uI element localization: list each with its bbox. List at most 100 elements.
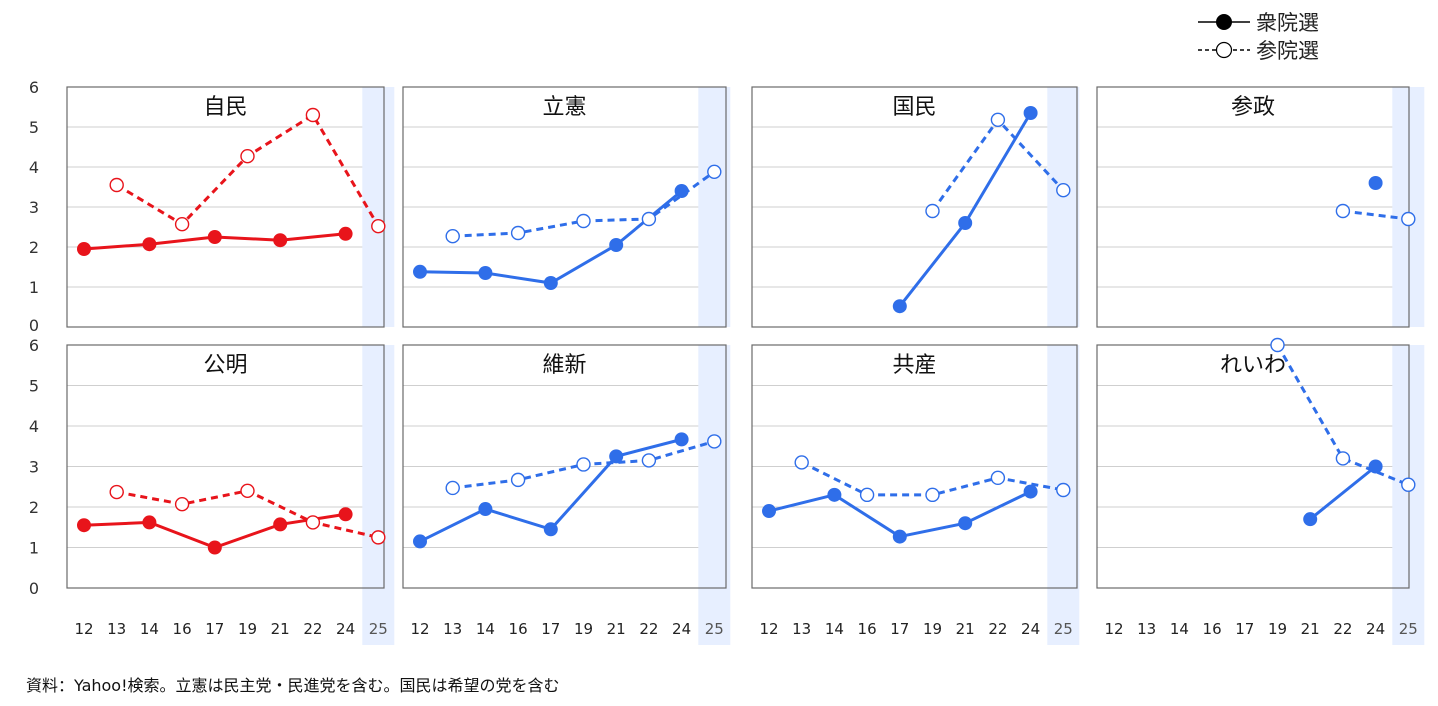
marker-shugiin: [1368, 176, 1383, 190]
series-line-shugiin: [898, 112, 1032, 308]
y-tick-label: 5: [29, 377, 39, 396]
marker-sangiin: [859, 487, 875, 503]
panel-frame: [1096, 344, 1410, 589]
panel: 共産: [751, 344, 1080, 645]
panel-frame: [66, 344, 385, 589]
marker-sangiin: [109, 484, 124, 500]
panel-frame: [751, 86, 1078, 328]
marker-sangiin: [925, 487, 940, 503]
series-line-sangiin: [1342, 209, 1409, 221]
marker-sangiin: [510, 225, 526, 241]
marker-sangiin: [1335, 451, 1351, 466]
marker-sangiin: [371, 218, 386, 234]
x-tick-label: 22: [639, 620, 658, 638]
y-tick-label: 0: [29, 316, 39, 335]
x-tick-label: 13: [107, 620, 126, 638]
marker-sangiin: [510, 472, 526, 488]
marker-shugiin: [609, 449, 624, 464]
x-tick-label: 12: [410, 620, 429, 638]
y-tick-label: 3: [29, 198, 39, 217]
panel-title: 参政: [1231, 95, 1275, 120]
marker-shugiin: [543, 522, 558, 537]
x-tick-label: 21: [1301, 620, 1320, 638]
x-tick-label: 16: [1203, 620, 1222, 638]
x-tick-label: 25: [369, 620, 388, 638]
y-tick-label: 6: [29, 336, 39, 355]
highlight-band: [698, 87, 731, 327]
marker-sangiin: [990, 112, 1006, 128]
y-tick-label: 3: [29, 458, 39, 477]
marker-sangiin: [641, 453, 657, 468]
series-line-shugiin: [1309, 465, 1377, 521]
panel-frame: [751, 344, 1078, 589]
panel-frame: [402, 86, 727, 328]
legend-label-shugiin: 衆院選: [1256, 11, 1319, 35]
highlight-band: [698, 345, 731, 645]
x-tick-label: 24: [672, 620, 691, 638]
source-note: 資料：Yahoo!検索。立憲は民主党・民進党を含む。国民は希望の党を含む: [26, 676, 560, 695]
x-tick-label: 13: [443, 620, 462, 638]
marker-sangiin: [305, 107, 321, 123]
marker-sangiin: [240, 148, 255, 164]
x-tick-label: 17: [541, 620, 560, 638]
marker-sangiin: [240, 483, 255, 498]
x-tick-label: 14: [825, 620, 844, 638]
marker-sangiin: [371, 530, 386, 545]
panel: 自民: [66, 86, 395, 328]
marker-shugiin: [1023, 106, 1038, 120]
x-tick-label: 22: [303, 620, 322, 638]
marker-sangiin: [1056, 482, 1071, 498]
legend-label-sangiin: 参院選: [1256, 39, 1319, 63]
panel-title: れいわ: [1220, 353, 1286, 378]
x-tick-label: 14: [1170, 620, 1189, 638]
y-tick-label: 2: [29, 498, 39, 517]
y-tick-label: 6: [29, 78, 39, 97]
series-line-sangiin: [115, 112, 380, 227]
marker-shugiin: [338, 507, 353, 522]
marker-shugiin: [413, 264, 427, 279]
x-tick-label: 21: [271, 620, 290, 638]
y-tick-label: 4: [29, 417, 39, 436]
marker-sangiin: [794, 455, 809, 470]
legend-item-sangiin: 参院選: [1196, 36, 1319, 64]
marker-sangiin: [576, 213, 591, 229]
marker-shugiin: [142, 515, 157, 530]
x-tick-label: 22: [1333, 620, 1352, 638]
marker-shugiin: [77, 242, 91, 256]
x-tick-label: 25: [1399, 620, 1418, 638]
x-tick-label: 13: [1137, 620, 1156, 638]
marker-shugiin: [478, 266, 493, 280]
solid-line-filled-marker-icon: [1198, 14, 1250, 30]
marker-shugiin: [827, 487, 842, 502]
highlight-band: [1392, 87, 1425, 327]
highlight-band: [362, 345, 395, 645]
marker-sangiin: [707, 434, 722, 449]
x-tick-label: 25: [705, 620, 724, 638]
marker-shugiin: [338, 226, 353, 241]
marker-sangiin: [174, 496, 190, 512]
x-tick-label: 17: [205, 620, 224, 638]
marker-sangiin: [707, 164, 722, 180]
x-tick-label: 21: [607, 620, 626, 638]
marker-shugiin: [1368, 459, 1383, 474]
panel: 国民: [751, 86, 1080, 328]
marker-shugiin: [958, 216, 973, 230]
x-tick-label: 19: [574, 620, 593, 638]
panel-title: 共産: [892, 353, 936, 378]
marker-sangiin: [1401, 211, 1416, 227]
y-tick-label: 1: [29, 539, 39, 558]
panel-title: 自民: [203, 95, 247, 120]
y-tick-label: 4: [29, 158, 39, 177]
panel: れいわ: [1096, 337, 1425, 645]
marker-sangiin: [990, 470, 1006, 486]
panel-title: 公明: [203, 353, 247, 378]
marker-sangiin: [109, 177, 124, 193]
panel: 公明: [66, 344, 395, 645]
marker-shugiin: [273, 233, 288, 248]
marker-sangiin: [1270, 337, 1285, 353]
marker-shugiin: [273, 517, 288, 532]
x-tick-label: 17: [1235, 620, 1254, 638]
x-tick-label: 14: [140, 620, 159, 638]
legend: 衆院選 参院選: [1196, 8, 1319, 64]
